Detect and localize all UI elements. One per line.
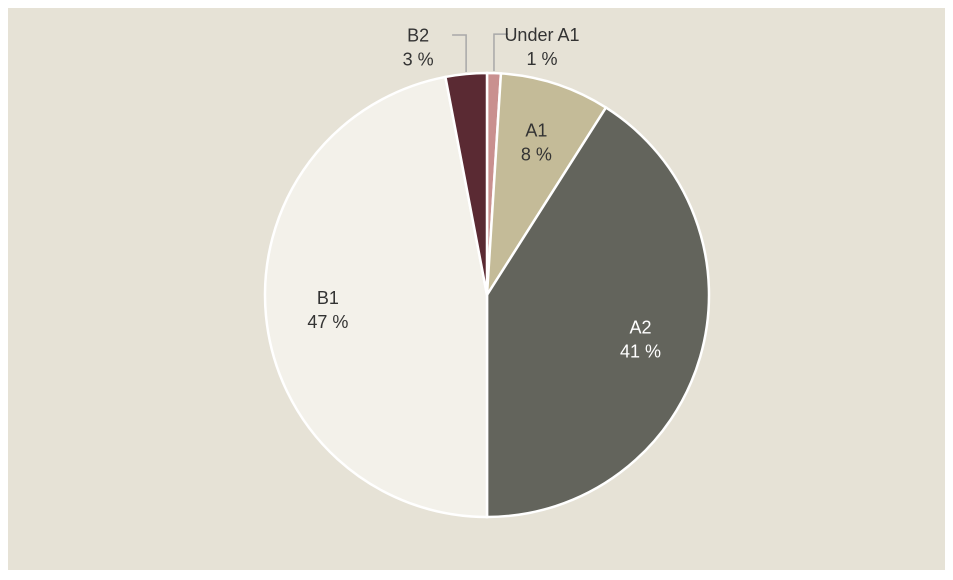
slice-label: B1 (317, 288, 339, 308)
slice-value-label: 1 % (526, 49, 557, 69)
slice-value-label: 8 % (521, 145, 552, 165)
pie-slice (485, 105, 711, 519)
pie-slice (443, 71, 489, 296)
slice-value-label: 47 % (307, 312, 348, 332)
slice-value-label: 3 % (403, 50, 434, 70)
pie-slice (485, 72, 608, 296)
pie-slice (263, 75, 489, 519)
slice-label: A2 (629, 317, 651, 337)
leader-line (493, 33, 508, 72)
slice-label: B2 (407, 26, 429, 46)
slice-label: Under A1 (504, 25, 579, 45)
slice-label: A1 (525, 121, 547, 141)
leader-line (452, 34, 467, 72)
slice-value-label: 41 % (620, 341, 661, 361)
